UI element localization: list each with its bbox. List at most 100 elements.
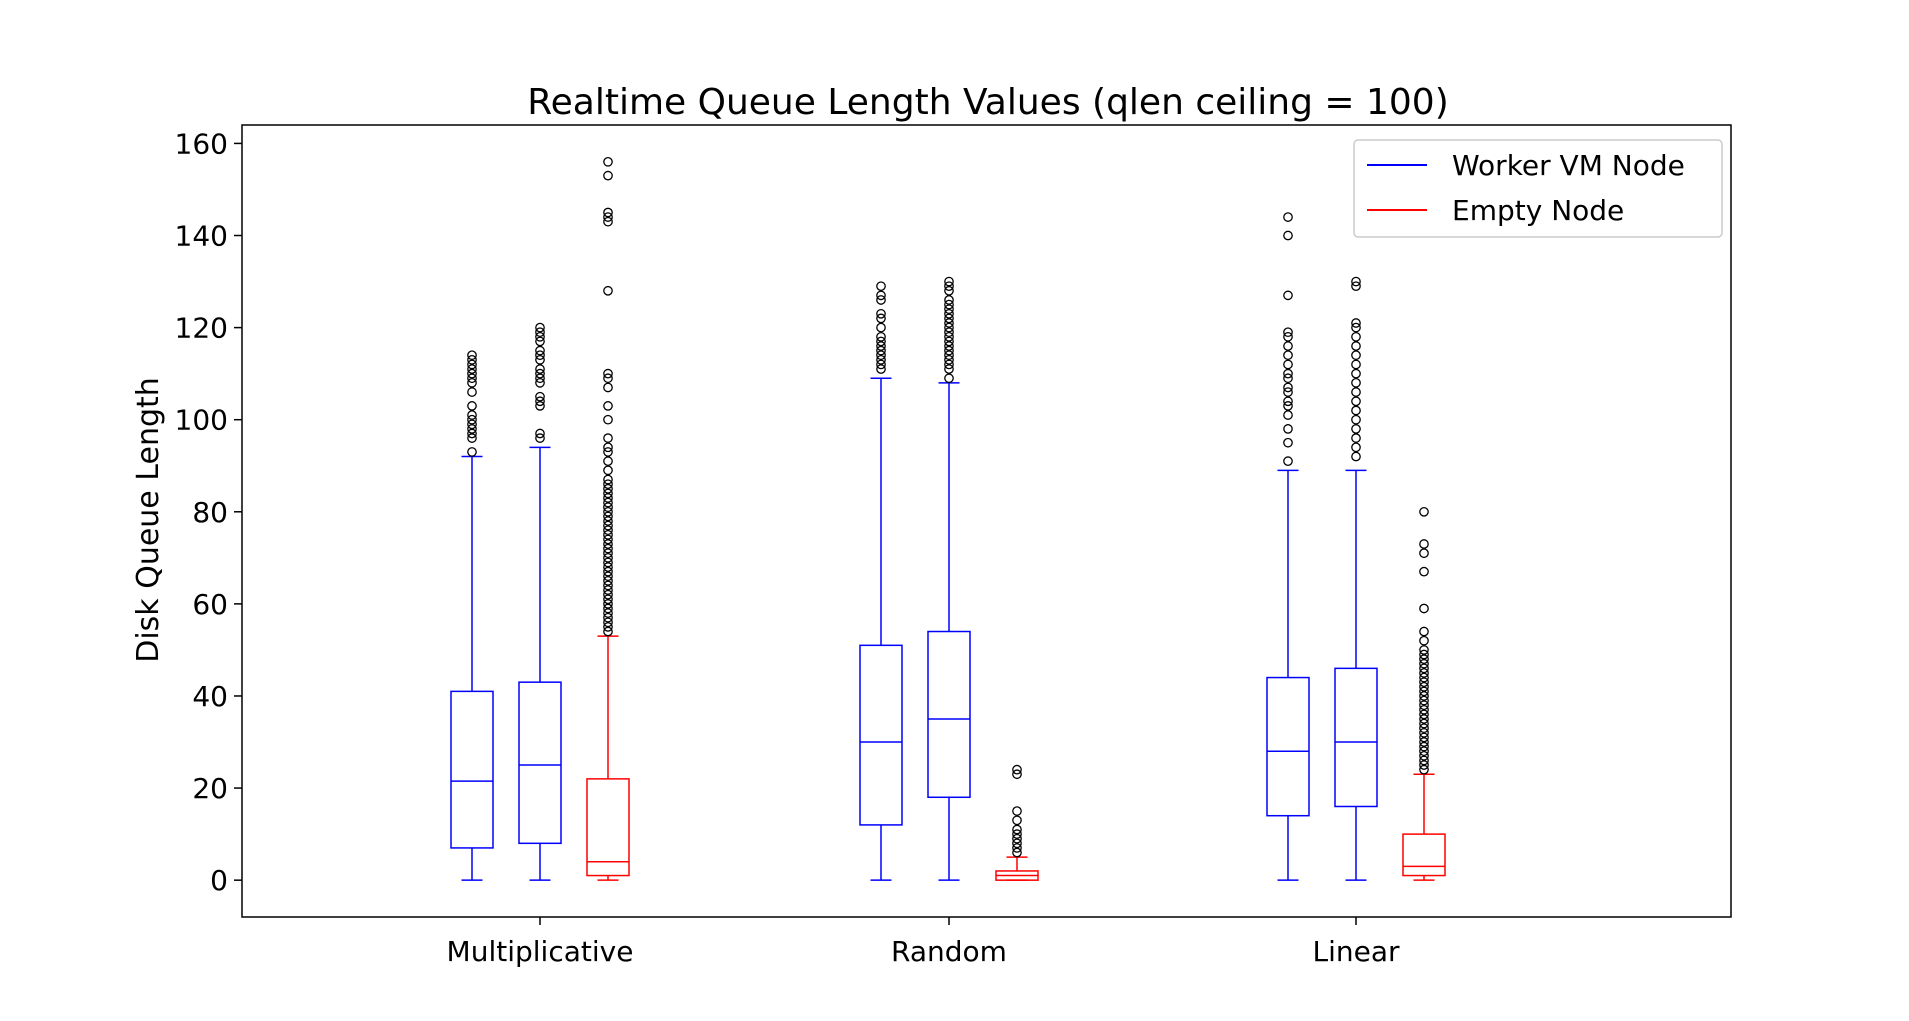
outlier-point: [876, 331, 886, 342]
outlier-point: [876, 322, 886, 333]
outlier-point: [603, 622, 613, 632]
outlier-point: [467, 428, 477, 439]
plot-area-frame: [241, 124, 1732, 918]
outlier-point: [944, 285, 954, 296]
outlier-point: [1283, 230, 1293, 241]
outlier-point: [603, 617, 613, 628]
outlier-point: [1419, 603, 1429, 614]
outlier-point: [876, 313, 886, 324]
outlier-point: [1419, 691, 1429, 701]
box-8: [1334, 276, 1378, 881]
outlier-point: [944, 331, 954, 342]
outlier-point: [944, 308, 954, 319]
outlier-point: [603, 520, 613, 531]
outlier-point: [1012, 764, 1022, 775]
outlier-point: [535, 401, 545, 411]
y-tick-label: 100: [175, 404, 228, 437]
outlier-point: [1012, 806, 1022, 816]
outlier-point: [535, 428, 545, 439]
legend-label: Worker VM Node: [1452, 149, 1685, 182]
outlier-point: [603, 488, 613, 499]
outlier-point: [467, 368, 477, 379]
y-axis: 0 20 40 60 80 100 120 140 160: [175, 127, 242, 897]
outlier-point: [944, 322, 954, 333]
outlier-point: [1012, 838, 1022, 849]
outlier-point: [603, 580, 613, 591]
outlier-point: [603, 456, 613, 466]
outlier-point: [1012, 833, 1022, 844]
outlier-point: [1283, 359, 1293, 370]
outlier-point: [603, 511, 613, 522]
outlier-point: [876, 359, 886, 370]
outlier-point: [467, 354, 477, 365]
outlier-point: [603, 493, 613, 503]
outlier-point: [944, 281, 954, 292]
outlier-point: [876, 281, 886, 292]
outlier-point: [603, 285, 613, 296]
outlier-point: [1012, 769, 1022, 780]
outlier-point: [1351, 378, 1361, 388]
outlier-point: [1419, 645, 1429, 655]
y-tick-label: 160: [175, 127, 228, 160]
outlier-point: [535, 350, 545, 361]
outlier-point: [944, 276, 954, 287]
outlier-point: [603, 589, 613, 600]
outlier-point: [1351, 396, 1361, 407]
y-axis-title: Disk Queue Length: [131, 377, 166, 663]
outlier-point: [603, 479, 613, 490]
outlier-point: [944, 327, 954, 338]
outlier-point: [1419, 668, 1429, 678]
outlier-point: [603, 216, 613, 227]
outlier-point: [1419, 755, 1429, 766]
outlier-point: [876, 295, 886, 305]
y-tick-label: 20: [192, 772, 228, 805]
outlier-point: [876, 341, 886, 351]
outlier-point: [944, 373, 954, 384]
outlier-point: [1351, 368, 1361, 379]
outlier-point: [944, 304, 954, 315]
outlier-point: [603, 548, 613, 559]
outlier-point: [603, 465, 613, 476]
outlier-point: [1012, 815, 1022, 826]
outlier-point: [876, 364, 886, 374]
outlier-point: [467, 364, 477, 374]
outlier-point: [603, 612, 613, 623]
outlier-point: [1012, 824, 1022, 835]
outlier-point: [603, 576, 613, 586]
outlier-point: [1351, 414, 1361, 425]
outlier-point: [1419, 746, 1429, 757]
outlier-point: [603, 433, 613, 443]
outlier-point: [603, 539, 613, 549]
outlier-point: [1283, 368, 1293, 379]
chart-title: Realtime Queue Length Values (qlen ceili…: [527, 82, 1449, 123]
box-iqr: [1266, 676, 1310, 817]
outlier-point: [1283, 437, 1293, 448]
outlier-point: [1419, 723, 1429, 734]
outlier-point: [535, 391, 545, 402]
outlier-point: [603, 608, 613, 618]
box-iqr: [1402, 833, 1446, 877]
outlier-point: [1283, 290, 1293, 301]
outlier-point: [603, 571, 613, 582]
outlier-point: [1351, 331, 1361, 342]
legend-label: Empty Node: [1452, 194, 1624, 227]
box-9: [1402, 506, 1446, 881]
outlier-point: [535, 331, 545, 342]
outlier-point: [944, 345, 954, 356]
outlier-point: [603, 543, 613, 554]
outlier-point: [467, 410, 477, 420]
outlier-point: [876, 354, 886, 365]
box-iqr: [927, 630, 971, 799]
outlier-point: [467, 378, 477, 388]
outlier-point: [1283, 456, 1293, 466]
outlier-point: [603, 474, 613, 485]
box-4: [859, 281, 903, 881]
outlier-point: [1283, 350, 1293, 361]
outlier-point: [1419, 764, 1429, 775]
outlier-point: [1012, 843, 1022, 853]
outlier-point: [1351, 318, 1361, 328]
outlier-point: [603, 156, 613, 167]
outlier-point: [1419, 649, 1429, 660]
outlier-point: [1351, 341, 1361, 351]
outlier-point: [467, 373, 477, 384]
